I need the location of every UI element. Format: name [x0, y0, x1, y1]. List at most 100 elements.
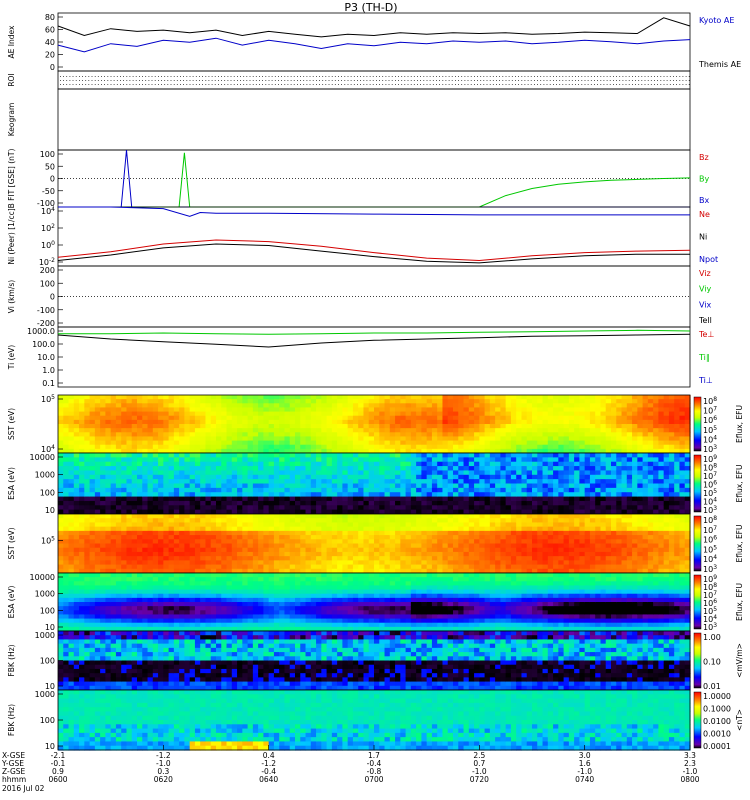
esa-e-colorbar-label: 103	[703, 505, 717, 515]
sst-e-cell	[595, 424, 602, 429]
roi-dot	[666, 84, 668, 85]
esa-e-cell	[653, 492, 659, 498]
roi-dot	[379, 84, 380, 85]
sst-e-cell	[484, 432, 491, 438]
sst-i-cell	[331, 514, 338, 519]
roi-dot	[571, 76, 573, 77]
roi-dot	[372, 80, 374, 81]
sst-i-cell	[105, 514, 112, 519]
sst-i-cell	[321, 556, 328, 561]
sst-e-cell	[663, 428, 670, 433]
esa-e-cell	[347, 483, 354, 489]
esa-e-cell	[358, 496, 365, 502]
sst-i-cell	[326, 535, 333, 540]
esa-e-cell	[431, 492, 438, 498]
sst-e-cell	[416, 432, 422, 438]
sst-e-cell	[526, 436, 533, 442]
sst-e-cell	[684, 436, 691, 442]
esa-e-cell	[221, 509, 228, 515]
esa-e-cell	[500, 509, 507, 515]
esa-e-cell	[389, 466, 396, 472]
sst-e-cell	[263, 448, 270, 454]
sst-e-cell	[621, 407, 628, 413]
sst-e-cell	[226, 419, 233, 425]
roi-dot	[382, 80, 384, 81]
roi-dot	[132, 80, 134, 81]
sst-e-cell	[237, 448, 243, 454]
esa-e-cell	[368, 461, 375, 467]
esa-e-cell	[258, 492, 264, 498]
sst-e-cell	[637, 411, 644, 417]
sst-e-cell	[611, 419, 617, 425]
esa-e-cell	[484, 483, 491, 489]
sst-i-cell	[273, 543, 280, 549]
esa-e-cell	[589, 479, 596, 485]
sst-e-cell	[63, 432, 70, 438]
sst-e-cell	[247, 399, 254, 404]
esa-e-cell	[289, 500, 296, 506]
esa-e-cell	[495, 483, 501, 489]
sst-e-cell	[337, 428, 343, 433]
esa-e-cell	[410, 457, 417, 463]
sst-i-cell	[68, 530, 75, 536]
sst-e-colorbar-label: 103	[703, 444, 717, 454]
sst-e-cell	[300, 436, 307, 442]
sst-e-cell	[331, 399, 338, 404]
esa-e-cell	[105, 474, 112, 480]
sst-e-cell	[474, 403, 480, 409]
roi-dot	[309, 80, 311, 81]
roi-dot	[439, 80, 440, 81]
sst-e-cell	[442, 428, 449, 433]
sst-e-cell	[453, 411, 459, 417]
sst-i-cell	[252, 568, 259, 574]
esa-e-cell	[321, 453, 328, 458]
roi-dot	[303, 84, 305, 85]
roi-dot	[609, 76, 611, 77]
esa-e-cell	[284, 487, 291, 493]
sst-e-cell	[137, 415, 143, 421]
sst-e-cell	[242, 399, 249, 404]
esa-e-cell	[584, 479, 591, 485]
roi-dot	[432, 80, 434, 81]
sst-e-cell	[279, 444, 286, 450]
sst-e-cell	[658, 440, 665, 446]
roi-dot	[474, 76, 475, 77]
esa-e-cell	[558, 466, 565, 472]
sst-i-cell	[73, 535, 80, 540]
sst-e-cell	[384, 440, 391, 446]
sst-e-cell	[284, 428, 291, 433]
sst-i-cell	[247, 547, 254, 553]
sst-i-cell	[247, 568, 254, 574]
sst-e-cell	[389, 444, 396, 450]
esa-e-cell	[653, 487, 659, 493]
sst-e-cell	[505, 399, 512, 404]
sst-e-cell	[532, 407, 538, 413]
sst-i-cell	[163, 530, 170, 536]
sst-i-cell	[126, 518, 133, 524]
esa-e-cell	[205, 492, 212, 498]
sst-e-cell	[410, 428, 417, 433]
sst-e-cell	[363, 436, 370, 442]
sst-e-cell	[237, 432, 243, 438]
esa-e-cell	[131, 474, 138, 480]
sst-i-cell	[163, 543, 170, 549]
esa-e-cell	[115, 461, 122, 467]
esa-e-cell	[163, 470, 170, 476]
esa-e-cell	[510, 505, 517, 511]
esa-e-cell	[684, 474, 691, 480]
esa-e-cell	[121, 466, 128, 472]
sst-e-cell	[421, 395, 428, 400]
sst-e-cell	[374, 428, 380, 433]
roi-dot	[461, 80, 463, 81]
sst-e-cell	[379, 411, 386, 417]
esa-e-cell	[131, 505, 138, 511]
esa-e-cell	[179, 487, 185, 493]
esa-e-cell	[168, 474, 175, 480]
sst-e-cell	[284, 419, 291, 425]
esa-e-cell	[326, 483, 333, 489]
esa-e-cell	[579, 457, 586, 463]
roi-dot	[139, 76, 140, 77]
sst-e-cell	[337, 419, 343, 425]
sst-e-cell	[621, 448, 628, 454]
sst-e-cell	[479, 407, 486, 413]
